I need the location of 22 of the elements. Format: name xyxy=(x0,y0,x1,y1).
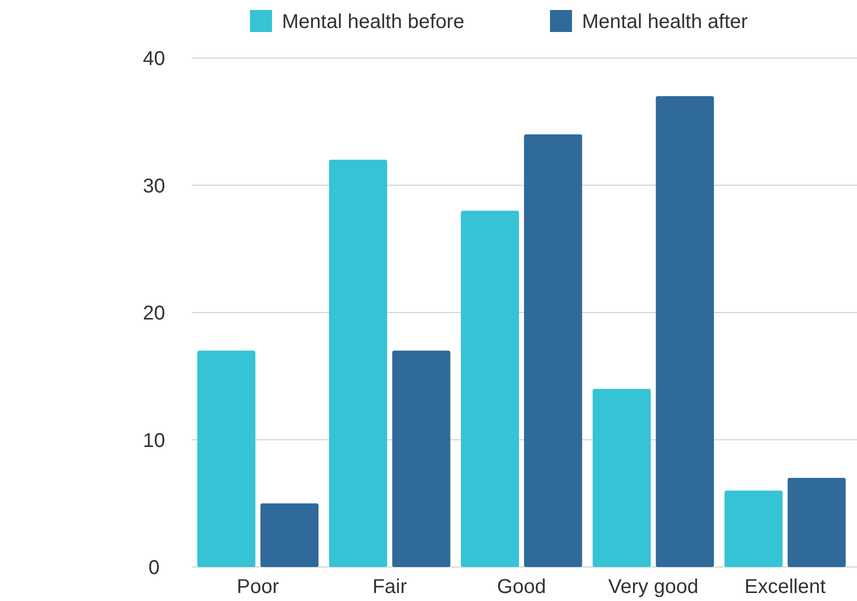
bar xyxy=(592,388,651,567)
x-tick-label: Excellent xyxy=(744,576,826,598)
legend-label: Mental health before xyxy=(282,11,464,33)
x-tick-label: Very good xyxy=(608,576,698,598)
y-tick-label: 10 xyxy=(142,430,166,452)
bar xyxy=(460,210,519,567)
bar xyxy=(724,490,783,567)
y-tick-label: 40 xyxy=(142,48,166,70)
y-tick-label: 20 xyxy=(142,302,166,324)
bar xyxy=(392,350,450,567)
bar xyxy=(788,478,846,567)
bar xyxy=(197,350,256,567)
bar xyxy=(329,160,388,567)
x-tick-label: Good xyxy=(497,576,546,598)
y-tick-label: 0 xyxy=(148,557,160,579)
x-tick-label: Fair xyxy=(372,576,408,598)
y-tick-label: 30 xyxy=(142,175,166,198)
bar xyxy=(260,503,319,567)
bar xyxy=(656,96,714,567)
bar xyxy=(524,134,582,567)
x-tick-label: Poor xyxy=(236,576,280,598)
legend-label: Mental health after xyxy=(582,11,748,33)
